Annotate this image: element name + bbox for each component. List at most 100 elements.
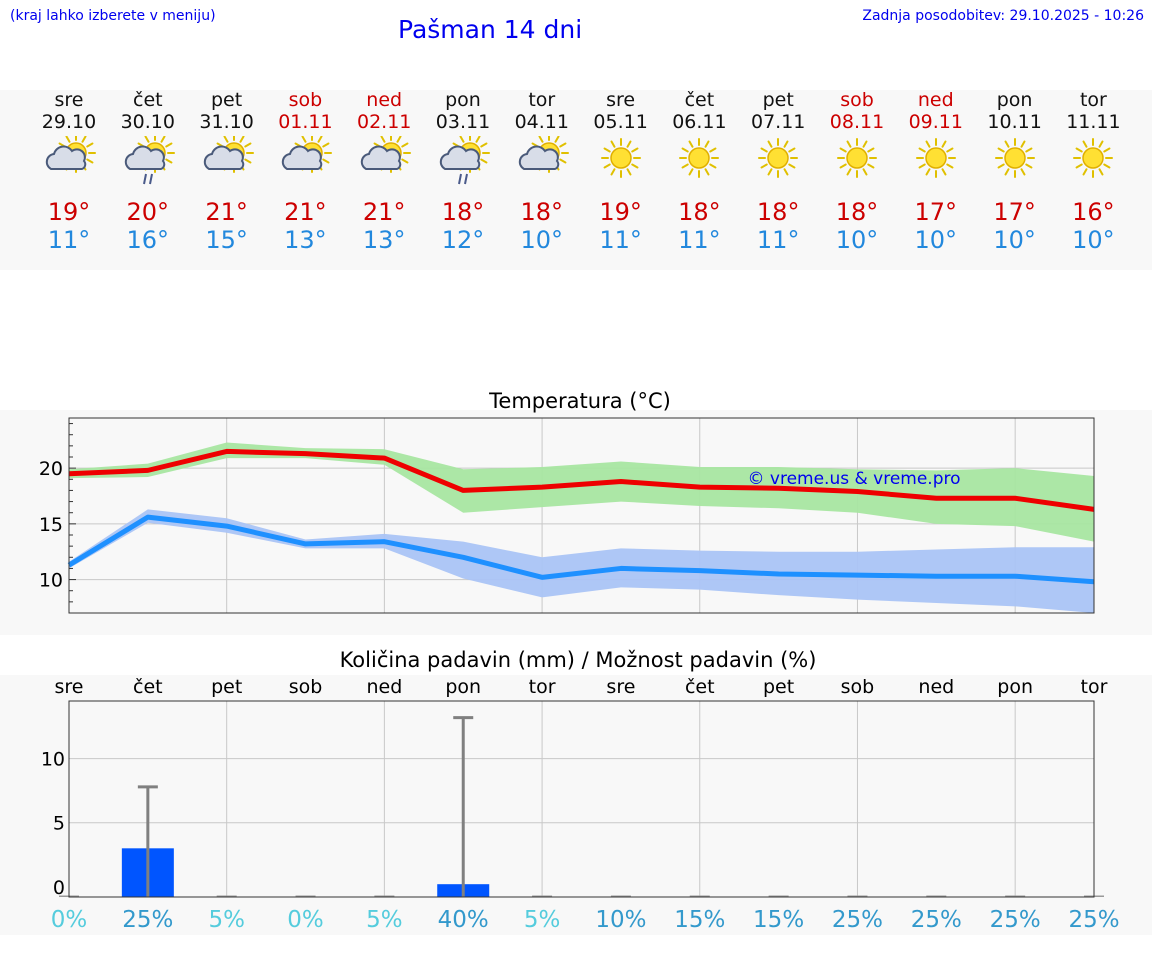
category-label: tor <box>1081 676 1108 698</box>
forecast-day: ned 09.11 <box>900 89 972 133</box>
category-label: pet <box>211 676 242 698</box>
forecast-day: čet 30.10 <box>112 89 184 133</box>
min-temp: 10° <box>1072 226 1115 254</box>
y-tick-label: 10 <box>39 570 63 592</box>
min-temp: 10° <box>520 226 564 254</box>
precip-bar <box>847 895 868 897</box>
precip-bar <box>610 895 631 897</box>
sun-icon <box>915 138 956 178</box>
watermark: © vreme.us & vreme.pro <box>747 469 960 489</box>
min-temperature-line <box>67 514 1095 585</box>
partly-cloudy-icon <box>518 133 569 173</box>
max-temp: 21° <box>205 198 248 226</box>
precip-probability: 15% <box>674 907 725 933</box>
day-name: pon <box>445 89 481 111</box>
precip-probability: 5% <box>524 907 561 933</box>
forecast-day: tor 04.11 <box>506 89 578 133</box>
category-label: ned <box>918 676 954 698</box>
min-temp: 13° <box>284 226 327 254</box>
weather-icon-slot <box>118 133 178 192</box>
day-name: ned <box>917 89 954 111</box>
day-date: 08.11 <box>829 111 885 133</box>
min-temp: 10° <box>993 226 1036 254</box>
day-name: ned <box>366 89 403 111</box>
day-name: pon <box>996 89 1033 111</box>
precip-bar <box>768 895 789 897</box>
day-date: 31.10 <box>199 111 254 133</box>
sun-icon <box>679 138 720 178</box>
location-hint: (kraj lahko izberete v meniju) <box>10 8 216 24</box>
precipitation-chart-title: Količina padavin (mm) / Možnost padavin … <box>340 648 817 672</box>
max-temperature-line <box>68 448 1095 512</box>
max-temp: 18° <box>678 198 721 226</box>
max-temp: 21° <box>284 198 327 226</box>
day-date: 03.11 <box>435 111 491 133</box>
min-temp: 11° <box>678 226 721 254</box>
category-label: tor <box>529 676 556 698</box>
max-temp: 17° <box>993 198 1036 226</box>
weather-icon-slot <box>985 136 1045 192</box>
category-label: pet <box>763 676 794 698</box>
day-date: 29.10 <box>41 111 97 133</box>
min-temp: 10° <box>914 226 958 254</box>
forecast-day: sob 01.11 <box>269 89 341 133</box>
day-name: čet <box>684 89 715 111</box>
category-label: pon <box>445 676 481 698</box>
sun-icon <box>837 138 877 178</box>
forecast-day: čet 06.11 <box>663 89 735 133</box>
temperature-chart-title: Temperatura (°C) <box>488 389 671 413</box>
partly-cloudy-rain-icon <box>124 133 175 185</box>
category-label: sob <box>289 676 323 698</box>
day-name: tor <box>1079 89 1107 111</box>
category-label: čet <box>685 676 715 698</box>
day-date: 09.11 <box>908 111 963 133</box>
day-name: sob <box>840 89 874 111</box>
precip-bar <box>216 895 237 897</box>
min-temp: 15° <box>205 226 248 254</box>
partly-cloudy-rain-icon <box>439 133 490 185</box>
category-label: sre <box>55 676 84 698</box>
max-temp: 17° <box>914 198 958 226</box>
min-temp: 10° <box>835 226 879 254</box>
forecast-day: tor 11.11 <box>1057 89 1129 133</box>
min-temp: 16° <box>126 226 170 254</box>
day-date: 10.11 <box>987 111 1042 133</box>
plot-area <box>69 701 1094 897</box>
y-tick-label: 5 <box>53 813 65 835</box>
weather-icon-slot <box>39 133 99 192</box>
max-temp: 19° <box>47 198 91 226</box>
max-temp: 18° <box>756 198 800 226</box>
y-tick-label: 10 <box>41 749 65 771</box>
sun-icon <box>758 138 799 178</box>
precip-bar <box>926 895 947 897</box>
plot-frame <box>68 700 1095 898</box>
forecast-day: pon 03.11 <box>427 89 499 133</box>
precip-bar <box>374 895 395 897</box>
precip-probability: 25% <box>122 907 173 933</box>
max-temp: 18° <box>520 198 564 226</box>
day-name: pet <box>762 89 794 111</box>
precip-bar <box>1005 895 1026 897</box>
max-temp: 16° <box>1072 198 1115 226</box>
precip-probability: 25% <box>1068 907 1119 933</box>
partly-cloudy-icon <box>282 133 333 173</box>
day-date: 02.11 <box>356 111 412 133</box>
min-temp: 11° <box>599 226 642 254</box>
forecast-day: pet 07.11 <box>742 89 814 133</box>
y-tick-label: 20 <box>39 458 63 480</box>
day-date: 04.11 <box>514 111 569 133</box>
sun-icon <box>1073 138 1114 178</box>
min-temp: 11° <box>756 226 800 254</box>
max-range-band <box>69 442 1094 542</box>
precip-probability: 0% <box>51 907 88 933</box>
category-label: čet <box>133 676 163 698</box>
weather-icon-slot <box>197 133 257 192</box>
plot-frame <box>68 417 1095 614</box>
day-name: sre <box>54 89 84 111</box>
max-temp: 19° <box>599 198 642 226</box>
day-date: 06.11 <box>672 111 727 133</box>
precip-probability: 5% <box>208 907 245 933</box>
partly-cloudy-icon <box>45 133 96 173</box>
day-date: 11.11 <box>1066 111 1121 133</box>
forecast-day: sre 05.11 <box>585 89 657 133</box>
